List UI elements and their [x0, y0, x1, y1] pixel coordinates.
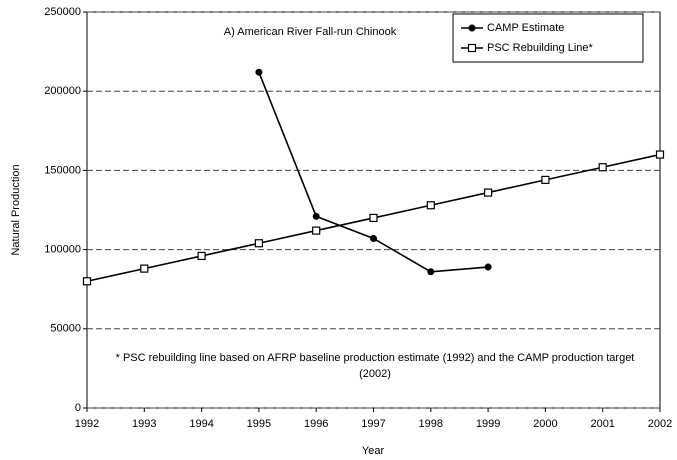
point: [427, 268, 435, 276]
y-tick-label: 200000: [44, 85, 81, 97]
x-tick-label: 2001: [590, 418, 614, 430]
chart-annotation: A) American River Fall-run Chinook: [224, 26, 397, 38]
legend-box: [452, 13, 644, 63]
x-tick-label: 1993: [132, 418, 156, 430]
x-tick-label: 2002: [648, 418, 672, 430]
point: [484, 188, 493, 197]
x-axis-label: Year: [362, 445, 385, 457]
y-tick-label: 100000: [44, 244, 81, 256]
point: [467, 43, 477, 53]
x-tick-label: 1997: [361, 418, 385, 430]
point: [369, 213, 378, 223]
point: [598, 163, 607, 172]
point: [197, 251, 206, 261]
x-tick-label: 1995: [247, 418, 271, 430]
x-tick-label: 2000: [533, 418, 557, 430]
y-tick-label: 50000: [50, 323, 81, 335]
y-tick-label: 150000: [44, 164, 81, 176]
y-axis-label: Natural Production: [10, 164, 22, 255]
point: [468, 24, 476, 32]
point: [484, 263, 492, 271]
point: [541, 175, 550, 185]
point: [312, 212, 320, 220]
point: [312, 226, 321, 235]
point: [370, 235, 377, 243]
x-tick-label: 1992: [75, 418, 99, 430]
y-tick-label: 250000: [44, 6, 81, 18]
point: [426, 201, 435, 210]
x-tick-label: 1998: [419, 418, 443, 430]
point: [254, 239, 263, 248]
point: [140, 264, 149, 273]
point: [82, 277, 92, 286]
footnote: * PSC rebuilding line based on AFRP base…: [115, 352, 635, 380]
x-tick-label: 1996: [304, 418, 328, 430]
x-tick-label: 1994: [189, 418, 213, 430]
x-tick-label: 1999: [476, 418, 500, 430]
legend-label: PSC Rebuilding Line*: [487, 42, 594, 54]
point: [255, 68, 263, 76]
legend-label: CAMP Estimate: [487, 22, 564, 34]
y-tick-label: 0: [75, 402, 81, 414]
point: [655, 150, 665, 159]
plot-area: [86, 11, 661, 409]
